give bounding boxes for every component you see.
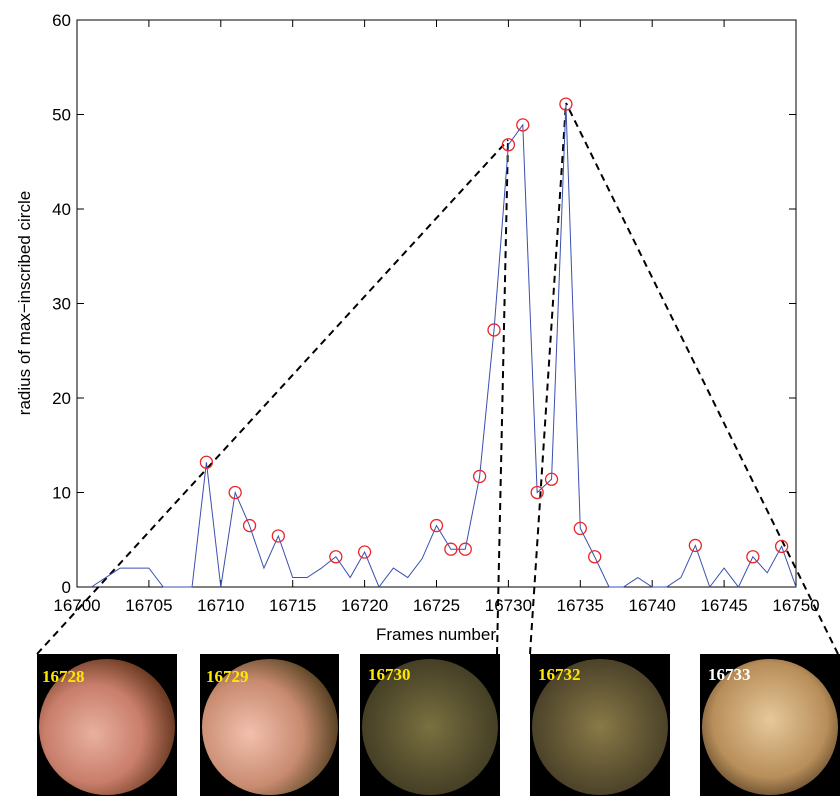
x-tick-label: 16710 — [197, 596, 244, 615]
x-tick-label: 16725 — [413, 596, 460, 615]
marker — [530, 485, 544, 500]
thumbnail-label: 16728 — [42, 667, 85, 686]
thumbnail-label: 16733 — [708, 665, 751, 684]
marker — [559, 97, 573, 111]
marker — [271, 529, 285, 543]
marker — [228, 485, 242, 500]
marker — [573, 521, 587, 536]
y-tick-label: 50 — [52, 106, 71, 125]
x-tick-label: 16740 — [629, 596, 676, 615]
y-tick-label: 0 — [62, 578, 71, 597]
marker — [242, 518, 257, 533]
marker — [472, 469, 487, 484]
thumbnails — [37, 654, 840, 796]
y-axis-label: radius of max−inscribed circle — [15, 191, 34, 415]
marker — [429, 518, 444, 533]
marker — [774, 539, 789, 554]
x-tick-label: 16745 — [700, 596, 747, 615]
x-tick-label: 16750 — [772, 596, 819, 615]
zoom-lines — [36, 102, 839, 655]
x-tick-label: 16730 — [485, 596, 532, 615]
x-tick-label: 16700 — [53, 596, 100, 615]
marker — [357, 545, 372, 559]
marker — [501, 138, 516, 152]
marker — [688, 538, 702, 553]
x-tick-label: 16720 — [341, 596, 388, 615]
marker — [458, 542, 472, 556]
x-tick-label: 16715 — [269, 596, 316, 615]
thumbnail-label: 16732 — [538, 665, 581, 684]
thumbnail-label: 16729 — [206, 667, 249, 686]
y-tick-label: 30 — [52, 295, 71, 314]
thumbnail-label: 16730 — [368, 665, 411, 684]
plot-frame — [76, 19, 797, 588]
data-line — [91, 104, 797, 589]
marker — [588, 550, 602, 564]
x-tick-label: 16735 — [557, 596, 604, 615]
marker — [516, 118, 530, 132]
y-tick-label: 20 — [52, 389, 71, 408]
marker — [199, 455, 214, 469]
y-tick-label: 10 — [52, 484, 71, 503]
marker — [487, 323, 501, 337]
marker — [544, 472, 559, 486]
marker — [746, 550, 760, 564]
x-tick-label: 16705 — [125, 596, 172, 615]
x-axis-label: Frames number — [376, 625, 496, 644]
y-tick-label: 60 — [52, 11, 71, 30]
marker — [444, 542, 458, 556]
marker — [329, 550, 343, 564]
y-tick-label: 40 — [52, 200, 71, 219]
